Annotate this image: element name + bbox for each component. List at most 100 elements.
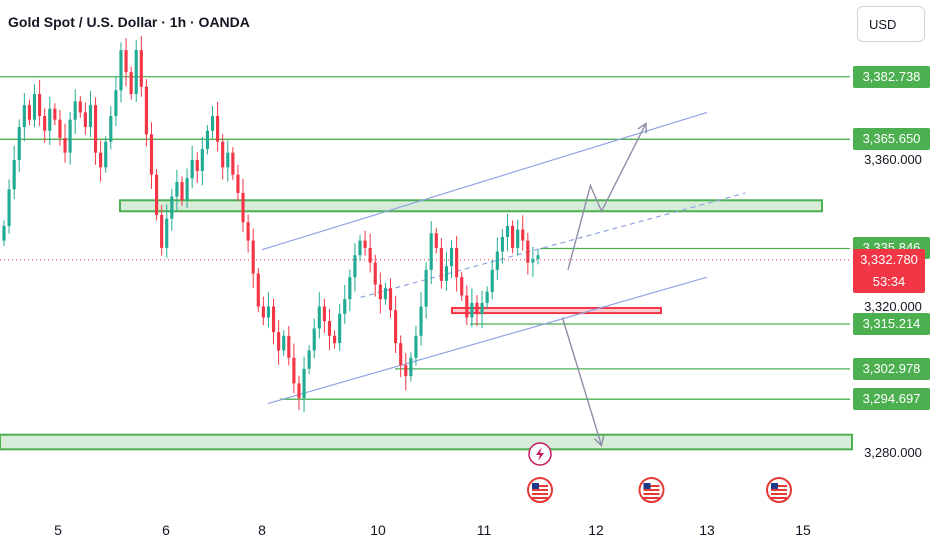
x-tick-label: 6 [162, 522, 170, 538]
candle-body [429, 233, 433, 270]
candle-body [297, 383, 301, 399]
x-tick-label: 13 [699, 522, 715, 538]
candle-body [180, 181, 184, 201]
candle-body [526, 240, 530, 263]
candle-body [282, 335, 286, 351]
flag-stripe [532, 493, 548, 495]
price-label: 3,382.738 [853, 65, 930, 88]
flag-stripe [771, 497, 787, 499]
candle-body [419, 306, 423, 336]
x-tick-label: 15 [795, 522, 811, 538]
candle-body [53, 108, 57, 120]
candle-body [495, 251, 499, 270]
candle-body [404, 365, 408, 377]
candle-body [414, 335, 418, 358]
flag-canton [532, 483, 539, 489]
candle-body [119, 50, 123, 91]
candle-body [154, 174, 159, 215]
candle-body [266, 306, 271, 318]
candle-body [409, 357, 413, 377]
price-label: 3,365.650 [853, 128, 930, 151]
candle-body [434, 233, 438, 248]
candle-body [236, 174, 240, 193]
candle-body [43, 116, 47, 131]
candle-body [175, 181, 179, 197]
candle-body [210, 116, 215, 131]
candle-body [292, 357, 296, 384]
candle-body [348, 277, 352, 300]
candle-body [394, 310, 398, 344]
flag-stripe [643, 489, 660, 491]
flag-stripe [532, 497, 548, 499]
candle-body [22, 105, 26, 128]
bearish-projection-arrow [561, 317, 603, 446]
candle-body [383, 288, 388, 300]
channel-upper-line [261, 111, 708, 251]
candle-body [17, 127, 21, 160]
candle-body [327, 321, 332, 336]
flag-canton [643, 483, 651, 489]
price-label: 3,280.000 [864, 445, 922, 460]
price-label: 3,360.000 [864, 152, 922, 167]
candle-body [190, 160, 194, 179]
candle-body [439, 247, 443, 281]
candle-body [531, 258, 535, 263]
symbol-title[interactable]: Gold Spot / U.S. Dollar · 1h · OANDA [8, 14, 250, 30]
candle-body [73, 101, 77, 120]
lightning-bolt [536, 447, 544, 461]
candle-body [114, 90, 118, 117]
candle-body [307, 350, 311, 369]
candle-body [322, 306, 326, 322]
candle-body [38, 94, 42, 117]
candle-body [251, 240, 255, 274]
candle-body [373, 262, 377, 285]
candle-body [317, 306, 321, 329]
candle-body [500, 236, 504, 252]
x-tick-label: 8 [258, 522, 266, 538]
candle-body [516, 229, 520, 248]
current-price-label: 3,332.780 53:34 [853, 248, 925, 293]
flag-stripe [643, 493, 660, 495]
candle-body [363, 240, 367, 248]
candle-body [226, 152, 230, 168]
candle-body [129, 72, 133, 95]
candle-body [205, 130, 210, 150]
candle-body [83, 112, 87, 128]
flag-stripe [532, 489, 548, 491]
candle-body [124, 50, 128, 73]
support-zone [0, 433, 853, 451]
candle-body [93, 105, 98, 153]
candle-body [88, 105, 93, 128]
candle-body [139, 50, 143, 87]
candle-body [7, 189, 11, 226]
bearish-arrow-head [593, 435, 605, 448]
candle-body [470, 302, 474, 318]
candle-body [144, 86, 148, 135]
candle-body [449, 247, 454, 267]
candle-body [332, 335, 337, 344]
candle-body [388, 288, 393, 311]
candle-body [104, 141, 108, 168]
candle-body [27, 105, 32, 120]
flag-stripe [643, 497, 660, 499]
candle-body [302, 368, 306, 399]
candle-body [338, 313, 342, 344]
candle-body [68, 119, 72, 153]
candle-body [200, 149, 204, 171]
candle-body [368, 247, 372, 263]
price-label: 3,315.214 [853, 313, 930, 336]
currency-button[interactable]: USD [857, 6, 925, 42]
candle-body [424, 269, 428, 307]
candle-body [170, 196, 174, 219]
candle-body [475, 302, 479, 314]
x-tick-label: 11 [476, 522, 492, 538]
resistance-zone [119, 199, 823, 213]
candle-body [246, 222, 250, 241]
candle-body [2, 225, 6, 241]
current-price-value: 3,332.780 [860, 251, 918, 267]
candle-body [358, 240, 362, 256]
candle-body [465, 295, 469, 318]
candle-body [221, 141, 225, 168]
candle-body [165, 218, 169, 248]
